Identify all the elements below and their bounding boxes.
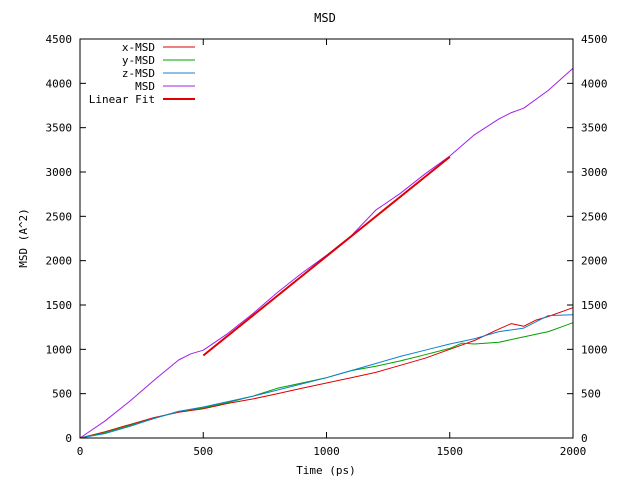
y-tick-label-right-4: 2000: [581, 255, 608, 268]
y-tick-label-right-9: 4500: [581, 33, 608, 46]
x-tick-label-0: 0: [77, 445, 84, 458]
y-tick-label-right-5: 2500: [581, 210, 608, 223]
y-tick-label-left-8: 4000: [46, 77, 73, 90]
y-tick-label-right-6: 3000: [581, 166, 608, 179]
y-tick-label-right-7: 3500: [581, 122, 608, 135]
y-tick-label-left-3: 1500: [46, 299, 73, 312]
chart-title: MSD: [314, 11, 336, 25]
legend-label-1: y-MSD: [122, 54, 155, 67]
legend-label-4: Linear Fit: [89, 93, 155, 106]
y-tick-label-left-0: 0: [65, 432, 72, 445]
y-tick-label-left-7: 3500: [46, 122, 73, 135]
x-tick-label-3: 1500: [437, 445, 464, 458]
y-tick-label-right-8: 4000: [581, 77, 608, 90]
y-tick-label-left-5: 2500: [46, 210, 73, 223]
y-tick-label-left-9: 4500: [46, 33, 73, 46]
legend-label-3: MSD: [135, 80, 155, 93]
y-tick-label-left-1: 500: [52, 388, 72, 401]
series-line-z-msd: [79, 314, 574, 439]
legend-label-2: z-MSD: [122, 67, 155, 80]
y-tick-label-right-0: 0: [581, 432, 588, 445]
y-tick-label-left-4: 2000: [46, 255, 73, 268]
series-lines: [79, 67, 574, 439]
y-tick-label-right-3: 1500: [581, 299, 608, 312]
x-tick-label-2: 1000: [313, 445, 340, 458]
x-tick-label-4: 2000: [560, 445, 587, 458]
y-tick-label-left-6: 3000: [46, 166, 73, 179]
y-tick-label-right-1: 500: [581, 388, 601, 401]
series-line-linear-fit: [202, 156, 451, 357]
x-axis-label: Time (ps): [296, 464, 356, 477]
y-tick-label-right-2: 1000: [581, 343, 608, 356]
legend-label-0: x-MSD: [122, 41, 155, 54]
y-axis-label: MSD (A^2): [17, 208, 30, 268]
plot-frame: [79, 38, 574, 439]
y-tick-label-left-2: 1000: [46, 343, 73, 356]
x-tick-label-1: 500: [193, 445, 213, 458]
